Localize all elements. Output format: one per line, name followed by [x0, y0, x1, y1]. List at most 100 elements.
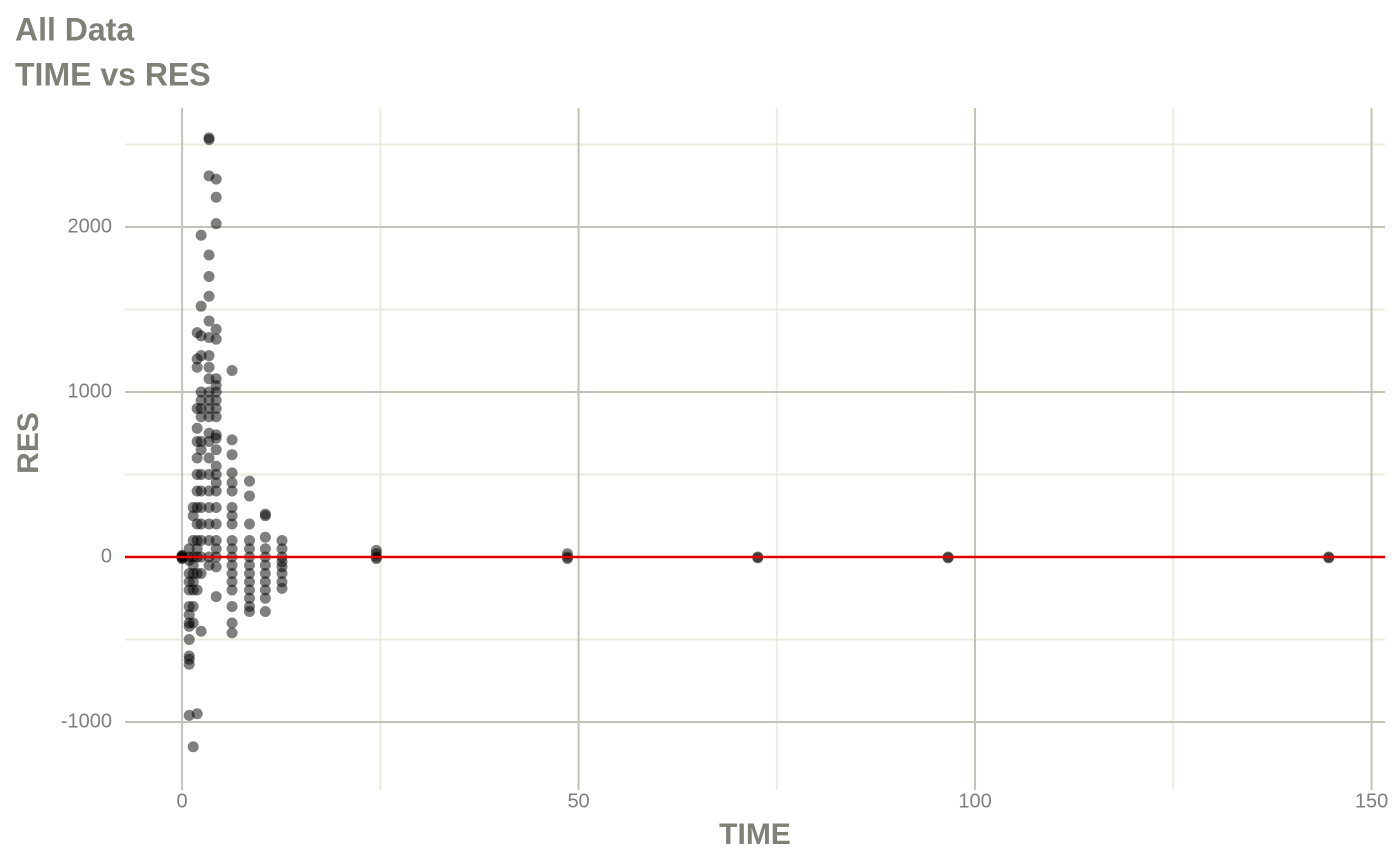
point — [203, 361, 215, 373]
point — [195, 402, 207, 414]
point — [226, 584, 238, 596]
point — [187, 576, 199, 588]
point — [210, 411, 222, 423]
y-tick-label: 0 — [101, 545, 112, 567]
x-tick-label: 50 — [567, 790, 589, 812]
point — [203, 315, 215, 327]
point — [226, 467, 238, 479]
point — [187, 559, 199, 571]
point — [195, 534, 207, 546]
point — [259, 605, 271, 617]
point — [210, 173, 222, 185]
point — [243, 475, 255, 487]
point — [226, 510, 238, 522]
point — [243, 518, 255, 530]
point — [191, 361, 203, 373]
point — [259, 576, 271, 588]
point — [191, 452, 203, 464]
point — [195, 444, 207, 456]
point — [561, 553, 573, 565]
point — [226, 501, 238, 513]
point — [276, 568, 288, 580]
point — [210, 386, 222, 398]
point — [226, 568, 238, 580]
point — [183, 634, 195, 646]
x-axis-label: TIME — [719, 818, 791, 851]
point — [195, 501, 207, 513]
point — [195, 568, 207, 580]
point — [210, 394, 222, 406]
point — [276, 534, 288, 546]
point — [226, 477, 238, 489]
point — [187, 617, 199, 629]
point — [183, 543, 195, 555]
point — [226, 543, 238, 555]
point — [210, 218, 222, 230]
point — [226, 617, 238, 629]
point — [210, 485, 222, 497]
point — [195, 394, 207, 406]
point — [243, 568, 255, 580]
x-tick-label: 0 — [177, 790, 188, 812]
point — [370, 553, 382, 565]
point — [210, 402, 222, 414]
point — [226, 449, 238, 461]
point — [195, 468, 207, 480]
point — [195, 300, 207, 312]
y-tick-label: 1000 — [68, 380, 113, 402]
point — [195, 485, 207, 497]
point — [259, 543, 271, 555]
y-tick-label: 2000 — [68, 215, 113, 237]
point — [226, 534, 238, 546]
point — [210, 561, 222, 573]
point — [210, 591, 222, 603]
point — [210, 333, 222, 345]
point — [243, 490, 255, 502]
point — [243, 576, 255, 588]
point — [195, 411, 207, 423]
point — [203, 350, 215, 362]
point — [210, 518, 222, 530]
point — [195, 518, 207, 530]
point — [259, 584, 271, 596]
point — [243, 543, 255, 555]
point — [187, 510, 199, 522]
point — [195, 350, 207, 362]
point — [191, 708, 203, 720]
point — [203, 290, 215, 302]
point — [210, 543, 222, 555]
point — [183, 658, 195, 670]
point — [226, 601, 238, 613]
point — [203, 249, 215, 261]
point — [226, 365, 238, 377]
point — [226, 559, 238, 571]
point — [259, 559, 271, 571]
point — [243, 584, 255, 596]
point — [243, 534, 255, 546]
point — [195, 625, 207, 637]
y-axis-label: RES — [12, 412, 45, 474]
point — [210, 191, 222, 203]
point — [210, 534, 222, 546]
point — [259, 510, 271, 522]
point — [226, 518, 238, 530]
point — [210, 468, 222, 480]
chart-title: All Data — [15, 11, 134, 47]
point — [203, 134, 215, 146]
point — [195, 435, 207, 447]
point — [195, 229, 207, 241]
point — [243, 559, 255, 571]
point — [191, 543, 203, 555]
point — [226, 485, 238, 497]
point — [243, 605, 255, 617]
chart-subtitle: TIME vs RES — [15, 56, 211, 92]
point — [259, 568, 271, 580]
x-tick-label: 100 — [958, 790, 991, 812]
point — [259, 592, 271, 604]
point — [183, 609, 195, 621]
point — [187, 601, 199, 613]
x-tick-label: 150 — [1355, 790, 1388, 812]
point — [226, 576, 238, 588]
point — [210, 477, 222, 489]
point — [226, 627, 238, 639]
